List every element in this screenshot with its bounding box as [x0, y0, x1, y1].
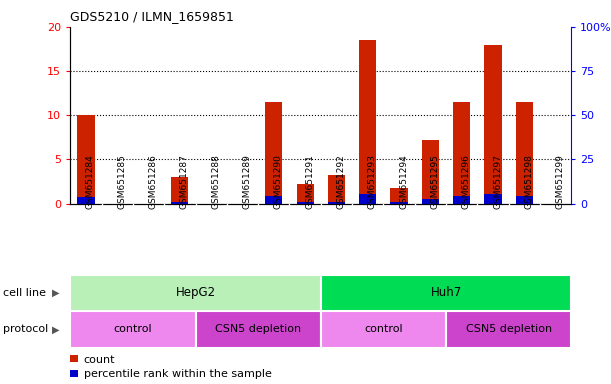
Text: GSM651292: GSM651292: [337, 154, 345, 209]
Text: GSM651290: GSM651290: [274, 154, 283, 209]
Bar: [296, 184, 313, 204]
Text: CSN5 depletion: CSN5 depletion: [215, 324, 301, 334]
Bar: [70, 275, 321, 311]
Bar: [328, 175, 345, 204]
Text: cell line: cell line: [3, 288, 46, 298]
Text: ▶: ▶: [53, 288, 60, 298]
Text: CSN5 depletion: CSN5 depletion: [466, 324, 552, 334]
Bar: [296, 202, 313, 204]
Bar: [390, 188, 408, 204]
Text: GSM651296: GSM651296: [462, 154, 470, 209]
Bar: [321, 311, 446, 348]
Text: percentile rank within the sample: percentile rank within the sample: [84, 369, 271, 379]
Text: GSM651287: GSM651287: [180, 154, 189, 209]
Bar: [196, 311, 321, 348]
Bar: [328, 202, 345, 204]
Text: protocol: protocol: [3, 324, 48, 334]
Text: count: count: [84, 354, 115, 364]
Bar: [422, 199, 439, 204]
Text: control: control: [114, 324, 152, 334]
Text: GSM651293: GSM651293: [368, 154, 377, 209]
Text: Huh7: Huh7: [430, 286, 462, 299]
Bar: [78, 197, 95, 204]
Text: GSM651284: GSM651284: [86, 154, 95, 209]
Bar: [485, 194, 502, 204]
Text: GSM651285: GSM651285: [117, 154, 126, 209]
Bar: [359, 40, 376, 204]
Text: GSM651299: GSM651299: [555, 154, 565, 209]
Text: GSM651297: GSM651297: [493, 154, 502, 209]
Text: GSM651286: GSM651286: [148, 154, 158, 209]
Bar: [70, 311, 196, 348]
Bar: [485, 45, 502, 204]
Bar: [453, 102, 470, 204]
Text: GSM651298: GSM651298: [524, 154, 533, 209]
Text: control: control: [364, 324, 403, 334]
Text: GSM651288: GSM651288: [211, 154, 220, 209]
Bar: [359, 194, 376, 204]
Text: HepG2: HepG2: [175, 286, 216, 299]
Bar: [422, 140, 439, 204]
Bar: [78, 115, 95, 204]
Bar: [265, 102, 282, 204]
Text: GSM651289: GSM651289: [243, 154, 252, 209]
Bar: [453, 196, 470, 204]
Bar: [390, 202, 408, 204]
Text: GSM651295: GSM651295: [430, 154, 439, 209]
Bar: [171, 202, 188, 204]
Text: GDS5210 / ILMN_1659851: GDS5210 / ILMN_1659851: [70, 10, 234, 23]
Bar: [516, 102, 533, 204]
Bar: [265, 196, 282, 204]
Bar: [321, 275, 571, 311]
Bar: [516, 196, 533, 204]
Text: GSM651294: GSM651294: [399, 154, 408, 209]
Bar: [171, 177, 188, 204]
Bar: [446, 311, 571, 348]
Text: GSM651291: GSM651291: [305, 154, 314, 209]
Text: ▶: ▶: [53, 324, 60, 334]
